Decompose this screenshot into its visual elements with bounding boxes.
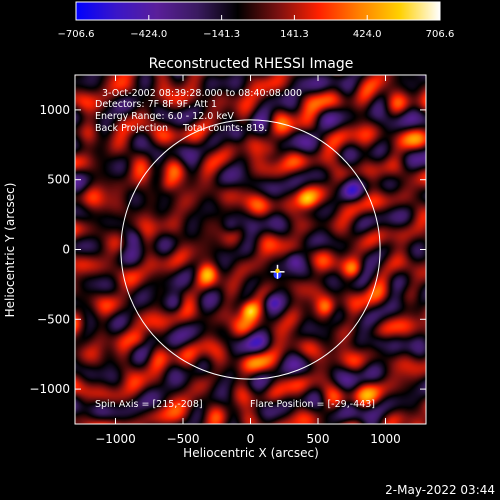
plot-area: −1000 −500 0 500 1000 1000 500 0 −500 −1000 3-Oct… (29, 74, 427, 446)
colorbar-tick-label: −424.0 (130, 29, 167, 40)
x-tick-label: 500 (307, 432, 330, 446)
heatmap-image (75, 75, 426, 424)
colorbar-frame (75, 1, 441, 21)
spin-axis-text: Spin Axis = [215,-208] (95, 399, 203, 410)
x-tick-label: 1000 (370, 432, 401, 446)
flare-position-text: Flare Position = [-29,-443] (250, 399, 375, 410)
colorbar-tick-label: 706.6 (426, 29, 455, 40)
total-counts-text: Total counts: 819. (182, 123, 267, 134)
colorbar: −706.6 −424.0 −141.3 141.3 424.0 706.6 (57, 1, 455, 40)
y-tick-label: −500 (37, 312, 70, 326)
colorbar-strip (76, 2, 440, 20)
flare-marker (270, 264, 285, 279)
y-tick-label: 0 (62, 243, 70, 257)
y-tick-label: 1000 (39, 103, 70, 117)
chart-title: Reconstructed RHESSI Image (149, 56, 354, 72)
timestamp-text: 2-May-2022 03:44 (385, 483, 495, 497)
y-tick-label: −1000 (29, 382, 70, 396)
colorbar-tick-label: −141.3 (203, 29, 240, 40)
colorbar-tick-label: −706.6 (57, 29, 94, 40)
colorbar-tick-label: 424.0 (353, 29, 382, 40)
detectors-text: Detectors: 7F 8F 9F, Att 1 (95, 99, 217, 110)
method-text: Back Projection (95, 123, 168, 134)
x-tick-label: 0 (247, 432, 255, 446)
x-tick-label: −1000 (95, 432, 136, 446)
y-tick-label: 500 (47, 173, 70, 187)
colorbar-tick-label: 141.3 (280, 29, 309, 40)
time-range-text: 3-Oct-2002 08:39:28.000 to 08:40:08.000 (102, 88, 302, 99)
x-tick-label: −500 (167, 432, 200, 446)
x-axis-label: Heliocentric X (arcsec) (183, 446, 319, 460)
solar-limb-circle (120, 119, 381, 380)
energy-range-text: Energy Range: 6.0 - 12.0 keV (95, 111, 234, 122)
y-axis-label: Heliocentric Y (arcsec) (3, 183, 17, 318)
